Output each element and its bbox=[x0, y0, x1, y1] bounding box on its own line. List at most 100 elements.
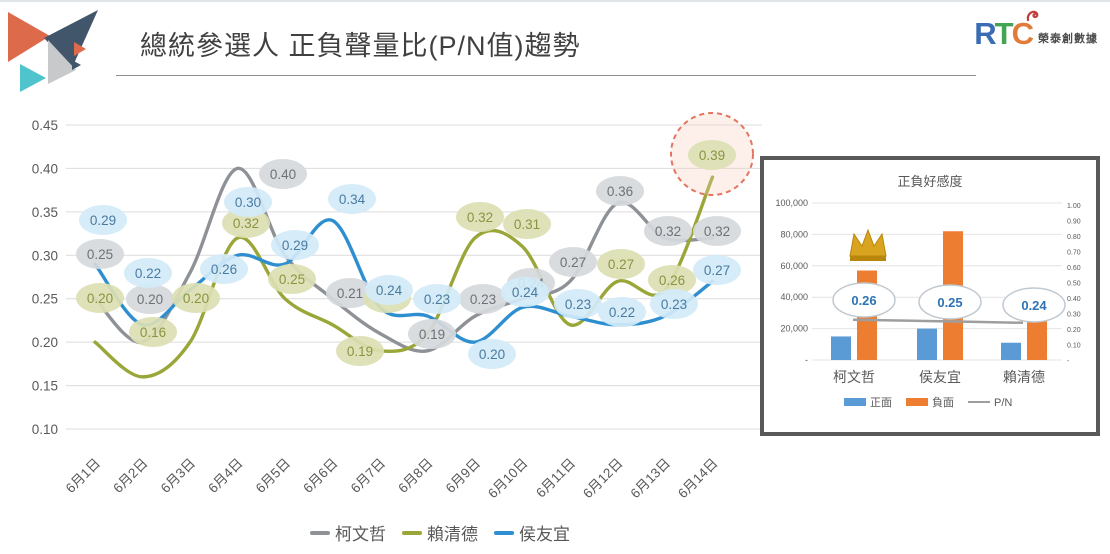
inset-legend-label: 負面 bbox=[932, 396, 954, 409]
header: 總統參選人 正負聲量比(P/N值)趨勢 RTC 榮泰創數據 bbox=[0, 2, 1110, 92]
data-label-bubble bbox=[468, 339, 516, 369]
data-label-bubble bbox=[200, 254, 248, 284]
data-label-value: 0.20 bbox=[479, 347, 505, 362]
pn-value-label: 0.24 bbox=[1021, 298, 1047, 313]
inset-left-tick: 40,000 bbox=[780, 292, 808, 302]
data-label-bubble bbox=[268, 264, 316, 294]
data-label-bubble bbox=[328, 184, 376, 214]
data-label-bubble bbox=[549, 247, 597, 277]
y-tick-label: 0.20 bbox=[32, 335, 58, 350]
inset-legend-swatch bbox=[844, 398, 866, 406]
data-label-bubble bbox=[76, 239, 124, 269]
bar-正面-侯友宜 bbox=[917, 328, 937, 360]
legend-item-hou: 侯友宜 bbox=[494, 520, 570, 545]
data-label-value: 0.29 bbox=[282, 238, 308, 253]
brand-letter-c: C bbox=[1011, 16, 1034, 51]
data-label-value: 0.22 bbox=[609, 305, 635, 320]
legend-label-ko: 柯文哲 bbox=[335, 525, 386, 544]
x-tick-label: 6月6日 bbox=[300, 456, 340, 496]
y-tick-label: 0.40 bbox=[32, 161, 58, 176]
data-label-bubble bbox=[459, 284, 507, 314]
data-label-value: 0.27 bbox=[608, 257, 634, 272]
brand-letters: RTC bbox=[974, 10, 1039, 51]
inset-left-tick: 80,000 bbox=[780, 229, 808, 239]
data-label-value: 0.23 bbox=[565, 297, 591, 312]
data-label-value: 0.39 bbox=[699, 148, 725, 163]
x-tick-label: 6月12日 bbox=[580, 456, 626, 502]
data-label-value: 0.24 bbox=[512, 285, 539, 300]
legend-item-ko: 柯文哲 bbox=[310, 520, 386, 545]
legend-swatch-lai bbox=[402, 530, 422, 535]
data-label-bubble bbox=[503, 209, 551, 239]
inset-category-label: 侯友宜 bbox=[919, 369, 961, 385]
brand-name: 榮泰創數據 bbox=[1038, 33, 1098, 45]
x-tick-label: 6月11日 bbox=[533, 456, 578, 501]
data-label-bubble bbox=[224, 187, 272, 217]
data-label-value: 0.27 bbox=[704, 263, 730, 278]
x-tick-label: 6月7日 bbox=[348, 456, 388, 496]
data-label-bubble bbox=[124, 258, 172, 288]
inset-left-tick: - bbox=[805, 355, 808, 365]
x-tick-label: 6月1日 bbox=[63, 456, 103, 496]
inset-left-tick: 100,000 bbox=[775, 198, 808, 208]
inset-title: 正負好感度 bbox=[897, 174, 962, 189]
data-label-value: 0.32 bbox=[467, 210, 493, 225]
data-label-value: 0.31 bbox=[514, 217, 540, 232]
x-tick-label: 6月5日 bbox=[253, 456, 293, 496]
data-label-value: 0.34 bbox=[339, 192, 366, 207]
data-label-bubble bbox=[596, 176, 644, 206]
sentiment-bar-chart: 正負好感度 100,000 80,000 60,000 40,000 20,000 - 1.0… bbox=[775, 174, 1081, 409]
inset-right-tick: 1.00 bbox=[1067, 203, 1081, 210]
sentiment-inset-panel: 正負好感度 100,000 80,000 60,000 40,000 20,000 - 1.0… bbox=[760, 156, 1100, 436]
legend-item-lai: 賴清德 bbox=[402, 520, 478, 545]
data-label-value: 0.30 bbox=[235, 195, 261, 210]
data-label-bubble bbox=[259, 159, 307, 189]
inset-right-tick: 0.40 bbox=[1067, 296, 1081, 303]
data-label-bubble bbox=[413, 284, 461, 314]
data-label-bubble bbox=[693, 216, 741, 246]
pn-value-label: 0.26 bbox=[851, 293, 876, 308]
data-label-bubble bbox=[501, 277, 549, 307]
data-label-bubble bbox=[271, 230, 319, 260]
data-label-value: 0.32 bbox=[655, 224, 681, 239]
data-label-bubble bbox=[326, 278, 374, 308]
brand-wordmark: RTC 榮泰創數據 bbox=[974, 10, 1098, 51]
data-label-bubble bbox=[693, 255, 741, 285]
data-label-bubble bbox=[650, 289, 698, 319]
y-tick-label: 0.30 bbox=[32, 248, 58, 263]
y-tick-label: 0.45 bbox=[32, 118, 58, 133]
data-label-value: 0.22 bbox=[135, 266, 161, 281]
inset-right-tick: 0.60 bbox=[1067, 265, 1081, 272]
legend-swatch-hou bbox=[494, 530, 514, 535]
x-tick-label: 6月10日 bbox=[485, 456, 531, 502]
inset-right-tick: 0.50 bbox=[1067, 281, 1081, 288]
y-tick-label: 0.15 bbox=[32, 379, 58, 394]
data-label-bubble bbox=[597, 249, 645, 279]
data-label-bubble bbox=[76, 283, 124, 313]
x-tick-label: 6月8日 bbox=[395, 456, 435, 496]
series-line-柯文哲 bbox=[93, 166, 715, 353]
inset-right-tick: 0.80 bbox=[1067, 234, 1081, 241]
data-label-bubble bbox=[126, 284, 174, 314]
inset-left-tick: 20,000 bbox=[780, 324, 808, 334]
data-label-value: 0.23 bbox=[661, 297, 687, 312]
legend-label-hou: 侯友宜 bbox=[519, 525, 570, 544]
bar-正面-柯文哲 bbox=[831, 336, 851, 360]
pn-value-bubble bbox=[918, 284, 982, 320]
data-label-value: 0.32 bbox=[704, 224, 730, 239]
brand-swirl-icon bbox=[1026, 10, 1039, 22]
pn-value-label: 0.25 bbox=[937, 295, 962, 310]
inset-right-tick: 0.70 bbox=[1067, 250, 1081, 257]
inset-right-tick: 0.90 bbox=[1067, 219, 1081, 226]
pn-value-bubble bbox=[1002, 287, 1066, 323]
data-label-bubble bbox=[456, 202, 504, 232]
data-label-value: 0.32 bbox=[233, 216, 259, 231]
data-label-value: 0.19 bbox=[347, 344, 373, 359]
data-label-value: 0.25 bbox=[279, 272, 305, 287]
data-label-value: 0.16 bbox=[140, 325, 166, 340]
data-label-bubble bbox=[172, 283, 220, 313]
inset-legend-label: 正面 bbox=[870, 397, 892, 409]
data-label-bubble bbox=[598, 297, 646, 327]
inset-right-tick: 0.30 bbox=[1067, 312, 1081, 319]
crown-icon bbox=[849, 228, 887, 257]
